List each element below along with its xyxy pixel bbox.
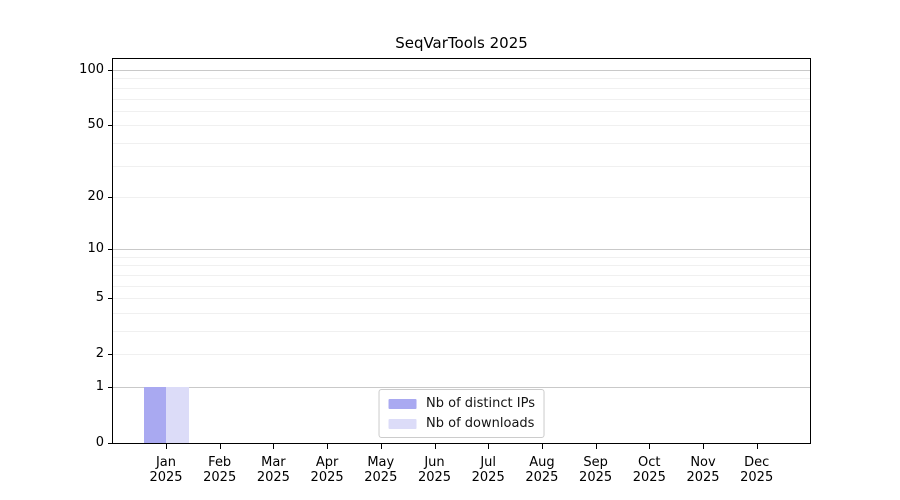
gridline-minor-20 <box>113 196 810 198</box>
x-tick-month-may: May <box>367 455 395 470</box>
x-tick-mark-dec <box>756 444 758 449</box>
x-tick-mark-jul <box>488 444 490 449</box>
legend-swatch-distinct-ips <box>388 398 417 409</box>
gridline-minor-90 <box>113 78 810 80</box>
x-tick-mark-jan <box>166 444 167 449</box>
y-tick-mark-2 <box>108 354 113 356</box>
gridline-minor-50 <box>113 125 810 127</box>
x-tick-year-jun: 2025 <box>417 470 452 485</box>
gridline-major-100 <box>113 70 810 71</box>
gridline-minor-70 <box>113 98 810 100</box>
y-tick-label-50: 50 <box>87 117 104 133</box>
x-tick-label-sep-2025: Sep 2025 <box>564 455 628 485</box>
x-tick-year-sep: 2025 <box>579 470 613 485</box>
gridline-major-1 <box>113 387 810 388</box>
legend-item-distinct-ips: Nb of distinct IPs <box>388 396 535 411</box>
x-tick-label-feb-2025: Feb 2025 <box>188 455 252 485</box>
x-tick-label-jun-2025: Jun 2025 <box>403 455 467 485</box>
y-tick-mark-100 <box>108 70 113 71</box>
bar-jan-2025-distinct-ips <box>143 387 166 443</box>
x-tick-mark-mar <box>273 444 275 449</box>
x-tick-month-apr: Apr <box>315 455 339 470</box>
gridline-minor-6 <box>113 285 810 287</box>
x-tick-label-dec-2025: Dec 2025 <box>725 455 789 485</box>
x-tick-month-mar: Mar <box>261 455 286 470</box>
x-tick-month-nov: Nov <box>690 455 716 470</box>
x-tick-mark-may <box>380 444 382 449</box>
plot-area: Nb of distinct IPs Nb of downloads <box>112 58 811 444</box>
y-tick-mark-10 <box>108 249 113 251</box>
legend-label-downloads: Nb of downloads <box>426 416 535 431</box>
x-tick-year-nov: 2025 <box>686 470 720 485</box>
gridline-major-10 <box>113 249 810 251</box>
gridline-minor-60 <box>113 110 810 112</box>
gridline-minor-7 <box>113 274 810 276</box>
x-tick-year-jan: 2025 <box>149 470 183 485</box>
legend: Nb of distinct IPs Nb of downloads <box>378 389 545 438</box>
x-tick-mark-feb <box>219 444 221 449</box>
x-tick-year-dec: 2025 <box>740 470 774 485</box>
y-tick-label-10: 10 <box>87 241 104 257</box>
gridline-minor-80 <box>113 87 810 89</box>
y-tick-label-1: 1 <box>95 379 104 394</box>
y-tick-label-100: 100 <box>79 62 104 77</box>
y-tick-mark-1 <box>108 387 113 388</box>
x-tick-month-feb: Feb <box>208 455 232 470</box>
x-tick-label-mar-2025: Mar 2025 <box>241 455 305 485</box>
legend-label-distinct-ips: Nb of distinct IPs <box>426 396 535 411</box>
x-tick-year-jul: 2025 <box>471 470 505 485</box>
x-tick-year-mar: 2025 <box>256 470 290 485</box>
gridline-minor-2 <box>113 354 810 356</box>
x-tick-label-jan-2025: Jan 2025 <box>134 455 198 485</box>
x-tick-mark-jun <box>434 444 436 449</box>
x-tick-label-apr-2025: Apr 2025 <box>295 455 359 485</box>
x-tick-year-oct: 2025 <box>632 470 666 485</box>
gridline-minor-3 <box>113 331 810 332</box>
gridline-minor-4 <box>113 312 810 314</box>
gridline-minor-40 <box>113 142 810 144</box>
y-tick-mark-50 <box>108 125 113 127</box>
x-tick-mark-sep <box>595 444 597 449</box>
x-tick-month-oct: Oct <box>638 455 661 470</box>
y-tick-label-20: 20 <box>87 188 104 204</box>
x-tick-month-jul: Jul <box>480 455 497 470</box>
chart-title: SeqVarTools 2025 <box>395 34 528 52</box>
x-tick-label-oct-2025: Oct 2025 <box>617 455 681 485</box>
legend-swatch-downloads <box>388 418 417 429</box>
x-tick-mark-apr <box>327 444 329 449</box>
y-tick-label-0: 0 <box>95 435 104 450</box>
gridline-minor-8 <box>113 265 810 267</box>
gridline-minor-9 <box>113 256 810 258</box>
bar-jan-2025-downloads <box>166 387 189 443</box>
x-tick-month-aug: Aug <box>529 455 555 470</box>
legend-item-downloads: Nb of downloads <box>388 416 535 431</box>
x-tick-month-jan: Jan <box>155 455 177 470</box>
y-tick-mark-0 <box>108 443 113 444</box>
x-tick-mark-nov <box>703 444 704 449</box>
y-tick-label-5: 5 <box>95 290 104 306</box>
x-tick-year-feb: 2025 <box>203 470 237 485</box>
x-tick-label-may-2025: May 2025 <box>349 455 413 485</box>
x-tick-year-may: 2025 <box>364 470 398 485</box>
x-tick-year-apr: 2025 <box>310 470 344 485</box>
gridline-minor-30 <box>113 165 810 167</box>
y-tick-mark-5 <box>108 298 113 300</box>
x-tick-label-jul-2025: Jul 2025 <box>456 455 520 485</box>
y-tick-label-2: 2 <box>95 346 104 362</box>
x-tick-mark-aug <box>541 444 543 449</box>
x-tick-label-aug-2025: Aug 2025 <box>510 455 574 485</box>
x-tick-month-sep: Sep <box>583 455 608 470</box>
x-tick-month-jun: Jun <box>424 455 445 470</box>
x-tick-month-dec: Dec <box>744 455 770 470</box>
x-tick-label-nov-2025: Nov 2025 <box>671 455 735 485</box>
x-tick-mark-oct <box>649 444 651 449</box>
gridline-minor-5 <box>113 298 810 300</box>
y-tick-mark-20 <box>108 196 113 198</box>
x-tick-year-aug: 2025 <box>525 470 559 485</box>
